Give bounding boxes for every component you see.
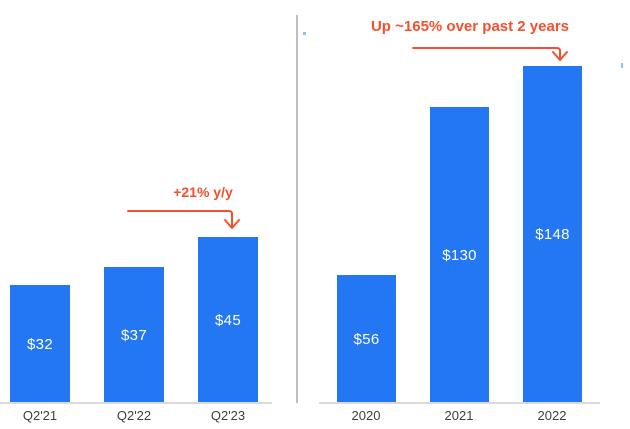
bar-q2-23: $45 [198, 237, 258, 403]
left-annotation-text: +21% y/y [173, 184, 233, 200]
bar-q2-22: $37 [104, 267, 164, 403]
bar-value-label: $37 [121, 326, 147, 344]
bar-2020: $56 [337, 275, 396, 403]
stray-dot [621, 63, 623, 68]
stray-dot [303, 32, 306, 35]
right-x-axis-line [319, 402, 600, 404]
x-axis-label-q2-23: Q2'23 [210, 408, 246, 423]
bar-value-label: $130 [442, 246, 477, 264]
x-axis-label-q2-22: Q2'22 [116, 408, 152, 423]
chart-divider [296, 15, 298, 403]
left-annotation-arrow-icon [127, 210, 240, 229]
bar-2021: $130 [430, 107, 489, 403]
bar-q2-21: $32 [10, 285, 70, 403]
x-axis-label-2020: 2020 [351, 408, 381, 423]
bar-value-label: $32 [27, 335, 53, 353]
x-axis-label-2021: 2021 [444, 408, 474, 423]
x-axis-label-2022: 2022 [537, 408, 567, 423]
bar-2022: $148 [523, 66, 582, 403]
bar-value-label: $45 [215, 311, 241, 329]
x-axis-label-q2-21: Q2'21 [22, 408, 58, 423]
bar-value-label: $148 [535, 226, 570, 243]
left-x-axis-line [0, 402, 272, 404]
right-annotation-arrow-icon [412, 47, 568, 61]
bar-value-label: $56 [353, 330, 380, 348]
right-annotation-text: Up ~165% over past 2 years [370, 18, 570, 35]
